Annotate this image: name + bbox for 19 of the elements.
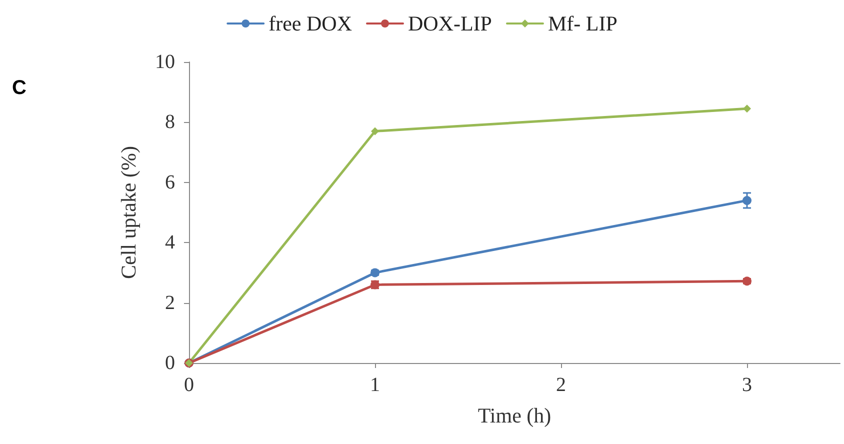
y-tick-label: 6 (165, 171, 175, 194)
y-tick-label: 8 (165, 111, 175, 134)
point (743, 104, 751, 113)
x-tick-label: 2 (556, 374, 566, 396)
legend-label: DOX-LIP (408, 12, 492, 36)
y-tick-label: 2 (165, 292, 175, 314)
x-tick-label: 1 (370, 374, 380, 396)
point (371, 127, 379, 136)
legend-label: Mf- LIP (548, 12, 618, 36)
y-tick-label: 0 (165, 352, 175, 374)
x-axis-title: Time (h) (478, 404, 552, 428)
text: C (12, 77, 26, 99)
x-tick-label: 0 (184, 374, 194, 396)
point (742, 196, 752, 205)
x-tick-label: 3 (742, 374, 752, 396)
y-tick-label: 4 (165, 232, 175, 254)
y-tick-label: 10 (155, 51, 175, 73)
legend-label: free DOX (268, 12, 352, 36)
y-axis-title: Cell uptake (%) (116, 146, 140, 279)
